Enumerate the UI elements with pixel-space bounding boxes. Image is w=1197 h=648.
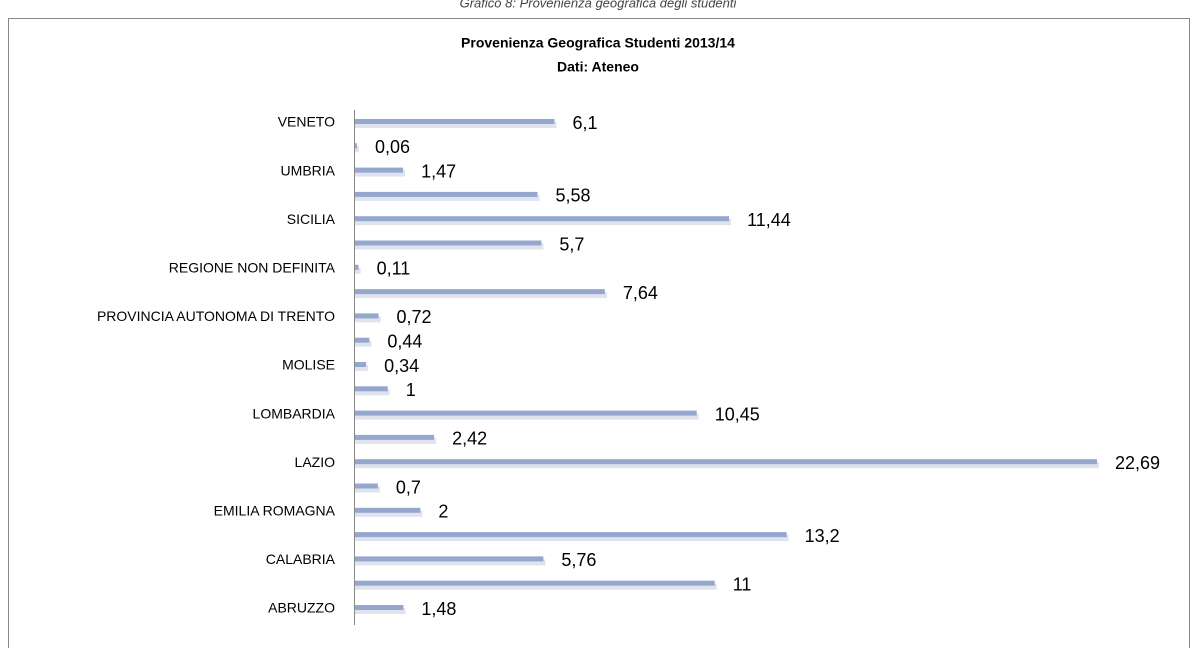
bar — [355, 264, 359, 270]
bar — [355, 143, 357, 149]
bar-shadow — [355, 559, 546, 566]
value-label: 11,44 — [747, 210, 791, 230]
value-label: 5,7 — [559, 234, 584, 254]
chart-subtitle: Dati: Ateneo — [557, 59, 639, 75]
value-label: 1,47 — [421, 161, 456, 181]
bar — [355, 434, 435, 440]
bar-shadow — [355, 267, 361, 274]
bar-shadow — [355, 462, 1099, 469]
y-tick-label: SICILIA — [287, 211, 336, 227]
value-label: 5,58 — [555, 186, 590, 206]
y-tick-label: PROVINCIA AUTONOMA DI TRENTO — [97, 308, 335, 324]
bar — [355, 362, 367, 367]
bar — [355, 556, 544, 562]
y-tick-label: REGIONE NON DEFINITA — [169, 260, 336, 276]
bar-shadow — [355, 292, 607, 299]
bar — [355, 605, 404, 610]
value-label: 0,34 — [384, 356, 419, 376]
bar-shadow — [355, 437, 437, 444]
bar-shadow — [355, 170, 406, 177]
y-tick-label: ABRUZZO — [268, 600, 335, 616]
bar-shadow — [355, 316, 381, 323]
bar — [355, 191, 538, 197]
bar — [355, 216, 730, 222]
bar-shadow — [355, 146, 359, 153]
y-tick-label: MOLISE — [282, 357, 335, 373]
value-label: 0,06 — [375, 137, 410, 157]
bar — [355, 532, 787, 538]
bar — [355, 410, 697, 416]
bar-shadow — [355, 122, 557, 128]
y-tick-label: LOMBARDIA — [253, 405, 336, 421]
chart-frame — [8, 18, 1190, 648]
bar — [355, 386, 388, 392]
bar — [355, 167, 404, 173]
bar — [355, 459, 1097, 465]
y-tick-label: EMILIA ROMAGNA — [214, 503, 336, 519]
bar-shadow — [355, 243, 544, 250]
bar — [355, 240, 542, 246]
bar-shadow — [355, 194, 540, 201]
value-label: 2,42 — [452, 429, 487, 449]
bar-shadow — [355, 583, 717, 590]
value-label: 0,44 — [387, 331, 422, 351]
value-label: 6,1 — [572, 113, 597, 133]
bar-shadow — [355, 340, 372, 347]
value-label: 13,2 — [805, 526, 840, 546]
value-label: 11 — [733, 574, 752, 594]
bar-shadow — [355, 486, 380, 493]
bar-shadow — [355, 413, 699, 420]
y-tick-label: LAZIO — [295, 454, 336, 470]
y-tick-label: UMBRIA — [281, 162, 336, 178]
value-label: 22,69 — [1115, 453, 1160, 473]
value-label: 0,72 — [397, 307, 432, 327]
value-label: 1,48 — [421, 599, 456, 619]
value-label: 10,45 — [715, 404, 760, 424]
bar-shadow — [355, 365, 369, 371]
value-label: 5,76 — [561, 550, 596, 570]
value-label: 1 — [406, 380, 416, 400]
chart-title: Provenienza Geografica Studenti 2013/14 — [461, 35, 735, 51]
y-tick-label: CALABRIA — [266, 551, 336, 567]
bar-shadow — [355, 535, 789, 542]
bar — [355, 337, 370, 343]
bar-shadow — [355, 608, 406, 614]
bar — [355, 507, 421, 513]
bar-shadow — [355, 389, 390, 396]
y-tick-label: VENETO — [278, 114, 335, 130]
bar — [355, 483, 378, 489]
value-label: 2 — [438, 502, 448, 522]
value-label: 0,7 — [396, 477, 421, 497]
bar — [355, 289, 605, 295]
value-label: 7,64 — [623, 283, 658, 303]
caption: Grafico 8: Provenienza geografica degli … — [460, 0, 738, 10]
bar — [355, 119, 555, 124]
bar — [355, 580, 715, 586]
value-label: 0,11 — [377, 259, 411, 279]
bar-shadow — [355, 510, 423, 517]
bar-shadow — [355, 219, 732, 226]
bar — [355, 313, 379, 319]
